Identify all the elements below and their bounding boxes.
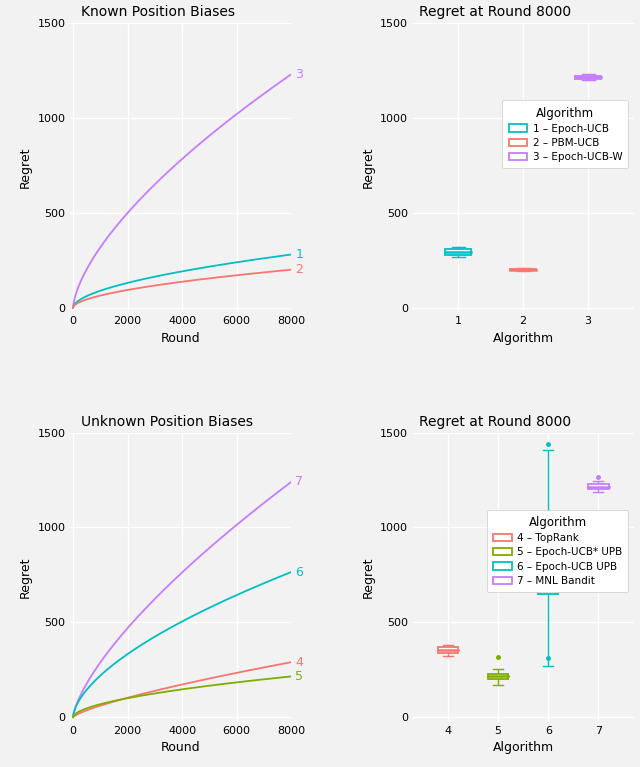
Text: Unknown Position Biases: Unknown Position Biases — [81, 415, 253, 429]
Text: Regret at Round 8000: Regret at Round 8000 — [419, 415, 572, 429]
Y-axis label: Regret: Regret — [362, 556, 374, 597]
Bar — [510, 269, 536, 270]
Bar — [445, 249, 471, 255]
Bar — [488, 673, 508, 680]
Text: 4: 4 — [296, 656, 303, 669]
Text: 1: 1 — [296, 248, 303, 261]
Y-axis label: Regret: Regret — [19, 146, 32, 188]
X-axis label: Algorithm: Algorithm — [493, 332, 554, 345]
Y-axis label: Regret: Regret — [362, 146, 374, 188]
Bar — [588, 484, 609, 489]
X-axis label: Round: Round — [161, 742, 201, 755]
Legend: 4 – TopRank, 5 – Epoch-UCB* UPB, 6 – Epoch-UCB UPB, 7 – MNL Bandit: 4 – TopRank, 5 – Epoch-UCB* UPB, 6 – Epo… — [486, 510, 628, 592]
X-axis label: Algorithm: Algorithm — [493, 742, 554, 755]
Text: 2: 2 — [296, 263, 303, 276]
Text: 7: 7 — [296, 476, 303, 489]
Text: 5: 5 — [296, 670, 303, 683]
Bar — [575, 76, 601, 78]
Bar — [438, 647, 458, 653]
Text: 6: 6 — [296, 565, 303, 578]
Legend: 1 – Epoch-UCB, 2 – PBM-UCB, 3 – Epoch-UCB-W: 1 – Epoch-UCB, 2 – PBM-UCB, 3 – Epoch-UC… — [502, 100, 628, 168]
Bar — [538, 537, 558, 594]
Text: Known Position Biases: Known Position Biases — [81, 5, 236, 19]
Y-axis label: Regret: Regret — [19, 556, 32, 597]
Text: Regret at Round 8000: Regret at Round 8000 — [419, 5, 572, 19]
Text: 3: 3 — [296, 67, 303, 81]
X-axis label: Round: Round — [161, 332, 201, 345]
